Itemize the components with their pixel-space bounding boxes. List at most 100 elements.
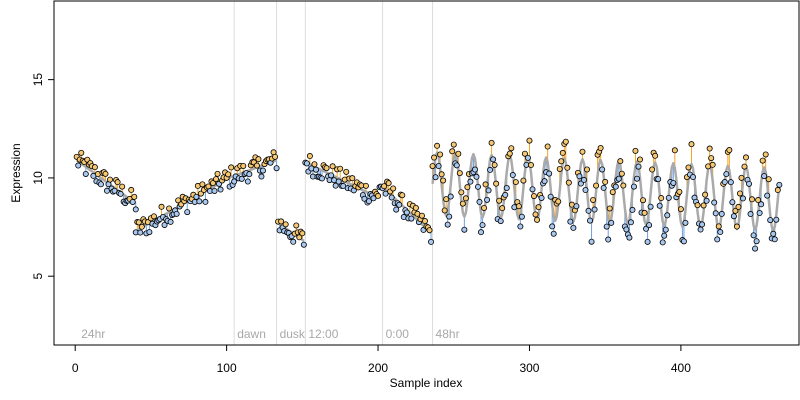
data-point: [473, 173, 480, 180]
data-point: [435, 163, 442, 170]
data-point: [703, 197, 710, 204]
data-point: [476, 198, 483, 205]
data-point: [682, 219, 689, 226]
data-point: [453, 162, 460, 169]
data-point: [609, 189, 616, 196]
x-axis: 0 100 200 300 400: [72, 344, 691, 375]
data-point: [337, 165, 344, 172]
data-point: [606, 205, 613, 212]
data-point: [199, 181, 206, 188]
data-point: [449, 148, 456, 155]
data-point: [102, 170, 109, 177]
data-point: [459, 200, 466, 207]
data-point: [570, 224, 577, 231]
data-point: [632, 147, 639, 154]
data-point: [390, 185, 397, 192]
data-point: [729, 199, 736, 206]
data-point: [443, 196, 450, 203]
data-point: [196, 198, 203, 205]
data-point: [462, 195, 469, 202]
data-point: [659, 239, 666, 246]
data-point: [732, 207, 739, 214]
data-point: [690, 174, 697, 181]
data-point: [135, 219, 142, 226]
data-point: [107, 176, 114, 183]
data-point: [644, 238, 651, 245]
data-point: [418, 212, 425, 219]
data-points: [73, 137, 783, 252]
data-point: [587, 217, 594, 224]
data-point: [421, 218, 428, 225]
data-point: [335, 178, 342, 185]
data-point: [240, 162, 247, 169]
data-point: [761, 173, 768, 180]
data-point: [641, 209, 648, 216]
data-point: [694, 202, 701, 209]
data-point: [228, 164, 235, 171]
data-point: [426, 227, 433, 234]
data-point: [319, 175, 326, 182]
data-point: [579, 148, 586, 155]
data-point: [485, 187, 492, 194]
data-point: [738, 174, 745, 181]
data-point: [385, 180, 392, 187]
data-point: [773, 216, 780, 223]
data-point: [762, 151, 769, 158]
data-point: [688, 141, 695, 148]
data-point: [726, 147, 733, 154]
data-point: [431, 154, 438, 161]
data-point: [655, 176, 662, 183]
data-point: [727, 179, 734, 186]
data-point: [529, 186, 536, 193]
data-point: [776, 181, 783, 188]
data-point: [765, 176, 772, 183]
data-point: [708, 155, 715, 162]
data-point: [82, 170, 89, 177]
data-point: [441, 207, 448, 214]
data-point: [591, 206, 598, 213]
data-point: [497, 218, 504, 225]
data-point: [532, 211, 539, 218]
x-tick-label: 100: [217, 361, 237, 375]
data-point: [618, 170, 625, 177]
data-point: [258, 173, 265, 180]
data-point: [558, 158, 565, 165]
data-point: [158, 203, 165, 210]
data-point: [253, 162, 260, 169]
data-point: [213, 176, 220, 183]
data-point: [362, 182, 369, 189]
data-point: [490, 156, 497, 163]
data-point: [434, 142, 441, 149]
data-point: [193, 193, 200, 200]
data-point: [114, 179, 121, 186]
data-point: [547, 193, 554, 200]
data-point: [665, 194, 672, 201]
data-point: [508, 145, 515, 152]
data-point: [499, 205, 506, 212]
data-point: [600, 184, 607, 191]
data-point: [546, 170, 553, 177]
data-point: [456, 170, 463, 177]
data-point: [479, 222, 486, 229]
data-point: [764, 192, 771, 199]
data-point: [464, 184, 471, 191]
data-point: [661, 232, 668, 239]
data-point: [370, 195, 377, 202]
data-point: [524, 154, 531, 161]
data-point: [244, 178, 251, 185]
data-point: [323, 165, 330, 172]
data-point: [209, 180, 216, 187]
data-point: [599, 166, 606, 173]
data-point: [771, 236, 778, 243]
data-point: [774, 187, 781, 194]
data-point: [576, 173, 583, 180]
data-point: [491, 161, 498, 168]
data-point: [749, 196, 756, 203]
data-point: [602, 178, 609, 185]
data-point: [730, 213, 737, 220]
data-point: [503, 184, 510, 191]
data-point: [349, 175, 356, 182]
data-point: [753, 238, 760, 245]
data-point: [550, 230, 557, 237]
data-point: [150, 213, 157, 220]
